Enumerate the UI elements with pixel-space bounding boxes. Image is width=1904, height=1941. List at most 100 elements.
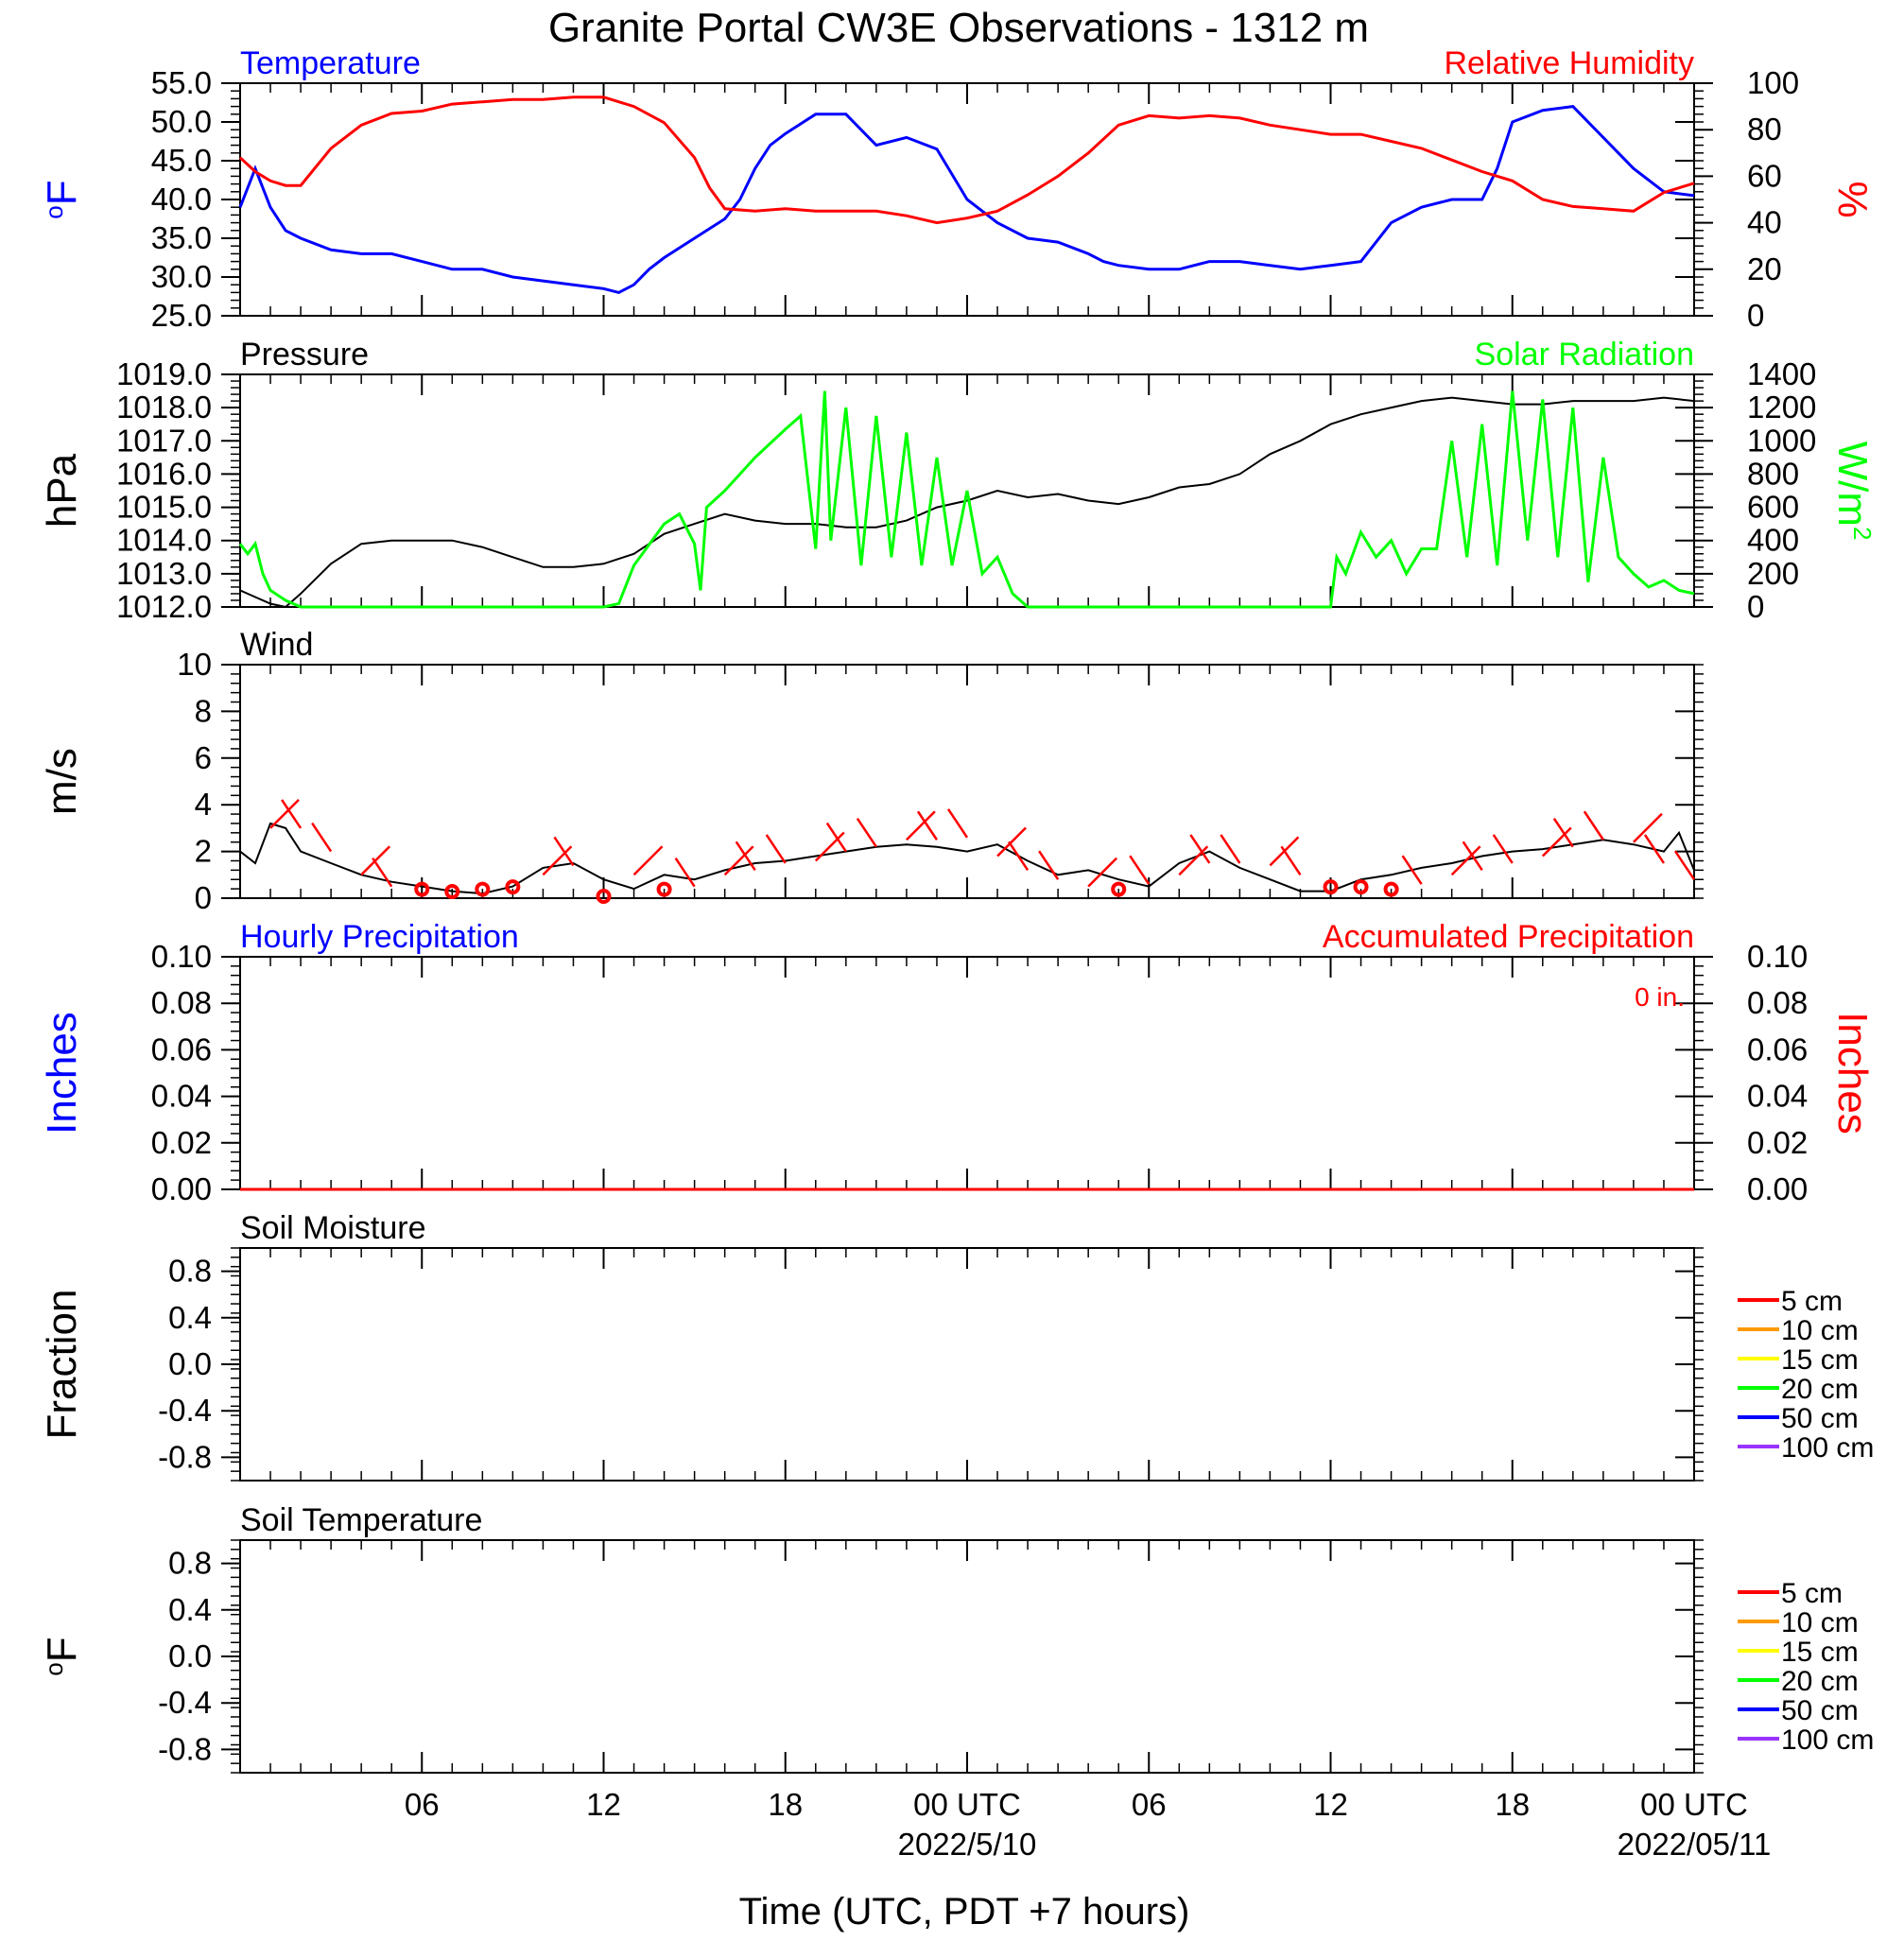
y-right-tick-label: 400	[1747, 523, 1799, 558]
wind-barb	[1583, 810, 1604, 841]
wind-barb	[1673, 850, 1696, 880]
wind-barb	[723, 845, 754, 876]
legend-label: 15 cm	[1781, 1344, 1859, 1376]
series-line	[238, 390, 1695, 609]
y-right-tick-label: 0.04	[1747, 1079, 1808, 1114]
calm-wind-circle	[1323, 879, 1339, 895]
wind-barb	[735, 841, 756, 872]
wind-barb	[281, 799, 303, 829]
y-tick-label: 1018.0	[116, 390, 212, 425]
y-axis-label-left: hPa	[39, 453, 85, 528]
wind-barb	[632, 845, 664, 876]
panel-title-left: Soil Temperature	[240, 1502, 482, 1538]
wind-barb	[1462, 841, 1483, 872]
y-right-tick-label: 0.00	[1747, 1171, 1808, 1206]
panel-title-left: Wind	[240, 627, 313, 663]
y-right-tick-label: 0	[1747, 298, 1764, 333]
y-right-tick-label: 20	[1747, 251, 1782, 286]
y-tick-label: 1015.0	[116, 490, 212, 525]
y-right-tick-label: 600	[1747, 490, 1799, 525]
y-tick-label: 4	[195, 787, 212, 822]
y-tick-label: 40.0	[151, 182, 212, 217]
y-tick-label: 0.4	[168, 1300, 212, 1335]
wind-barb	[372, 857, 393, 888]
wind-barb	[1038, 850, 1060, 880]
y-tick-label: 0	[195, 880, 212, 915]
panel-title-right: Relative Humidity	[1444, 45, 1694, 81]
y-axis-label-right: Inches	[1829, 1012, 1876, 1135]
wind-barb	[1129, 855, 1151, 885]
y-tick-label: 0.00	[151, 1171, 212, 1206]
legend-label: 5 cm	[1781, 1578, 1843, 1609]
legend-label: 20 cm	[1781, 1374, 1859, 1405]
panel-frame	[239, 1247, 1695, 1482]
y-axis-label-left: m/s	[39, 748, 85, 815]
legend-label: 100 cm	[1781, 1724, 1874, 1756]
y-right-tick-label: 1000	[1747, 423, 1816, 458]
calm-wind-circle	[1383, 881, 1399, 897]
y-right-tick-label: 1400	[1747, 356, 1816, 391]
y-axis-label-left: oF	[39, 180, 85, 218]
wind-barb	[542, 845, 573, 876]
calm-wind-circle	[596, 889, 612, 904]
panel-frame	[239, 956, 1695, 1190]
calm-wind-circle	[414, 881, 430, 897]
y-tick-label: 1013.0	[116, 556, 212, 591]
y-tick-label: 1017.0	[116, 423, 212, 458]
accumulated-total-label: 0 in.	[1635, 982, 1685, 1012]
calm-wind-circle	[475, 881, 491, 897]
y-tick-label: 30.0	[151, 259, 212, 294]
y-tick-label: 0.0	[168, 1638, 212, 1673]
y-tick-label: 1012.0	[116, 589, 212, 624]
y-tick-label: 0.06	[151, 1031, 212, 1066]
x-tick-date-label: 2022/05/11	[1618, 1827, 1772, 1862]
panel-title-left: Hourly Precipitation	[240, 919, 519, 955]
wind-barb	[825, 822, 847, 853]
wind-barb	[1220, 834, 1241, 864]
legend-label: 100 cm	[1781, 1432, 1874, 1464]
chart-title: Granite Portal CW3E Observations - 1312 …	[548, 5, 1369, 51]
y-axis-label-left: Inches	[39, 1012, 85, 1135]
y-tick-label: 0.0	[168, 1346, 212, 1381]
legend-label: 15 cm	[1781, 1637, 1859, 1668]
x-tick-label: 18	[1495, 1787, 1530, 1822]
y-right-tick-label: 200	[1747, 556, 1799, 591]
y-tick-label: 0.10	[151, 939, 212, 974]
x-tick-date-label: 2022/5/10	[898, 1827, 1037, 1862]
wind-barb	[1541, 826, 1572, 858]
y-tick-label: 1014.0	[116, 523, 212, 558]
x-tick-label: 12	[1313, 1787, 1348, 1822]
panel-title-right: Accumulated Precipitation	[1323, 919, 1694, 955]
y-right-tick-label: 100	[1747, 65, 1799, 100]
y-tick-label: 0.08	[151, 985, 212, 1020]
y-tick-label: 50.0	[151, 104, 212, 139]
wind-barb	[916, 810, 938, 841]
y-right-tick-label: 80	[1747, 112, 1782, 147]
y-right-tick-label: 0.08	[1747, 985, 1808, 1020]
y-axis-label-right: W/m2	[1829, 442, 1877, 541]
y-tick-label: 1019.0	[116, 356, 212, 391]
y-tick-label: -0.8	[158, 1731, 212, 1766]
wind-barb	[814, 831, 845, 862]
y-axis-label-left: oF	[39, 1637, 85, 1675]
series-line	[238, 95, 1695, 225]
y-right-tick-label: 40	[1747, 205, 1782, 240]
y-right-tick-label: 0.06	[1747, 1031, 1808, 1066]
panel-title-left: Pressure	[240, 337, 369, 373]
wind-barb	[856, 817, 877, 848]
y-tick-label: 6	[195, 740, 212, 775]
series-line	[239, 396, 1695, 609]
panel-title-left: Soil Moisture	[240, 1210, 426, 1246]
x-tick-label: 06	[405, 1787, 440, 1822]
legend-label: 10 cm	[1781, 1607, 1859, 1638]
y-right-tick-label: 0	[1747, 589, 1764, 624]
y-right-tick-label: 1200	[1747, 390, 1816, 425]
calm-wind-circle	[1353, 879, 1369, 895]
y-right-tick-label: 60	[1747, 158, 1782, 193]
wind-barb	[765, 834, 787, 864]
y-tick-label: 35.0	[151, 220, 212, 255]
y-axis-label-left: Fraction	[39, 1290, 85, 1440]
y-right-tick-label: 0.02	[1747, 1125, 1808, 1160]
y-tick-label: -0.4	[158, 1393, 212, 1428]
